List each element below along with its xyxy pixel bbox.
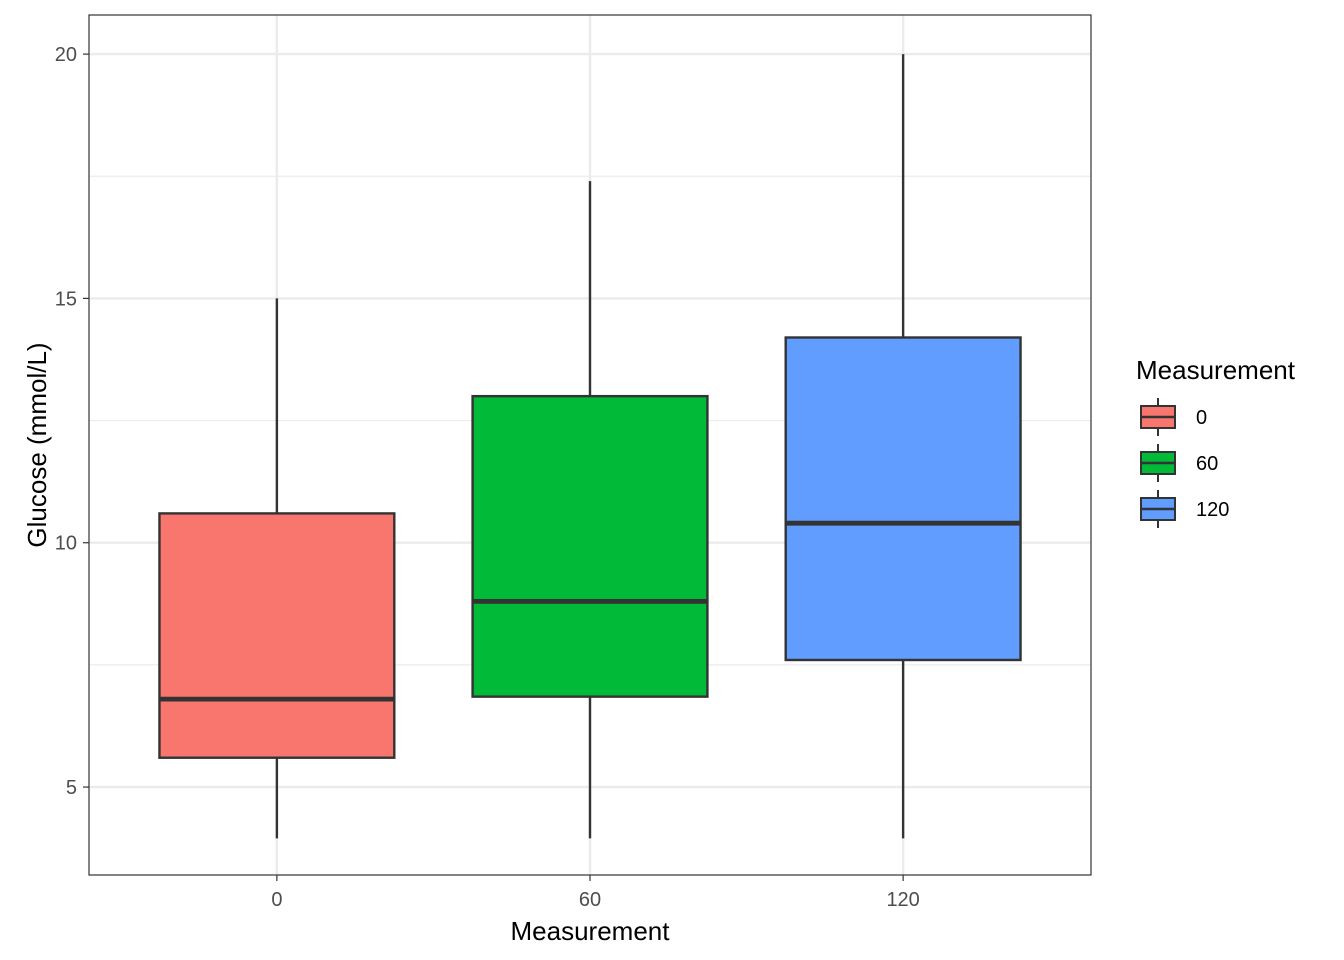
box-series [158,54,1022,839]
x-tick-label: 0 [271,889,282,911]
y-tick-label: 15 [55,288,77,310]
x-tick-label: 60 [579,889,601,911]
x-axis-title: Measurement [511,916,671,946]
box-body [158,512,396,759]
y-axis-title: Glucose (mmol/L) [22,342,52,547]
box-60 [471,181,709,839]
legend-key-120 [1140,490,1176,528]
legend-title: Measurement [1136,355,1296,385]
x-axis: 0 60 120 [271,875,920,911]
box-body [784,336,1022,662]
legend-key-0 [1140,398,1176,436]
y-tick-label: 10 [55,533,77,555]
y-axis: 5 10 15 20 [55,44,89,799]
x-tick-label: 120 [886,889,919,911]
legend-label: 120 [1196,499,1229,521]
legend-label: 0 [1196,407,1207,429]
legend-key-60 [1140,444,1176,482]
box-120 [784,54,1022,839]
legend: Measurement 0 60 120 [1136,355,1296,528]
y-tick-label: 20 [55,44,77,66]
box-0 [158,298,396,839]
legend-label: 60 [1196,453,1218,475]
box-body [471,394,709,698]
y-tick-label: 5 [66,777,77,799]
